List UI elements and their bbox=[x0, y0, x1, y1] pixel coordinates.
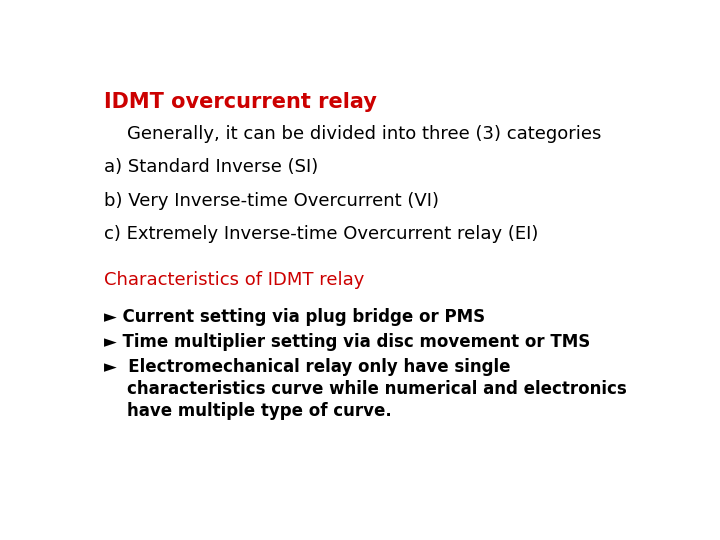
Text: ► Current setting via plug bridge or PMS: ► Current setting via plug bridge or PMS bbox=[104, 308, 485, 326]
Text: Generally, it can be divided into three (3) categories: Generally, it can be divided into three … bbox=[104, 125, 601, 143]
Text: c) Extremely Inverse-time Overcurrent relay (EI): c) Extremely Inverse-time Overcurrent re… bbox=[104, 225, 539, 243]
Text: ►  Electromechanical relay only have single
    characteristics curve while nume: ► Electromechanical relay only have sing… bbox=[104, 358, 626, 420]
Text: Characteristics of IDMT relay: Characteristics of IDMT relay bbox=[104, 271, 364, 288]
Text: ► Time multiplier setting via disc movement or TMS: ► Time multiplier setting via disc movem… bbox=[104, 333, 590, 351]
Text: a) Standard Inverse (SI): a) Standard Inverse (SI) bbox=[104, 158, 318, 177]
Text: IDMT overcurrent relay: IDMT overcurrent relay bbox=[104, 92, 377, 112]
Text: b) Very Inverse-time Overcurrent (VI): b) Very Inverse-time Overcurrent (VI) bbox=[104, 192, 439, 210]
